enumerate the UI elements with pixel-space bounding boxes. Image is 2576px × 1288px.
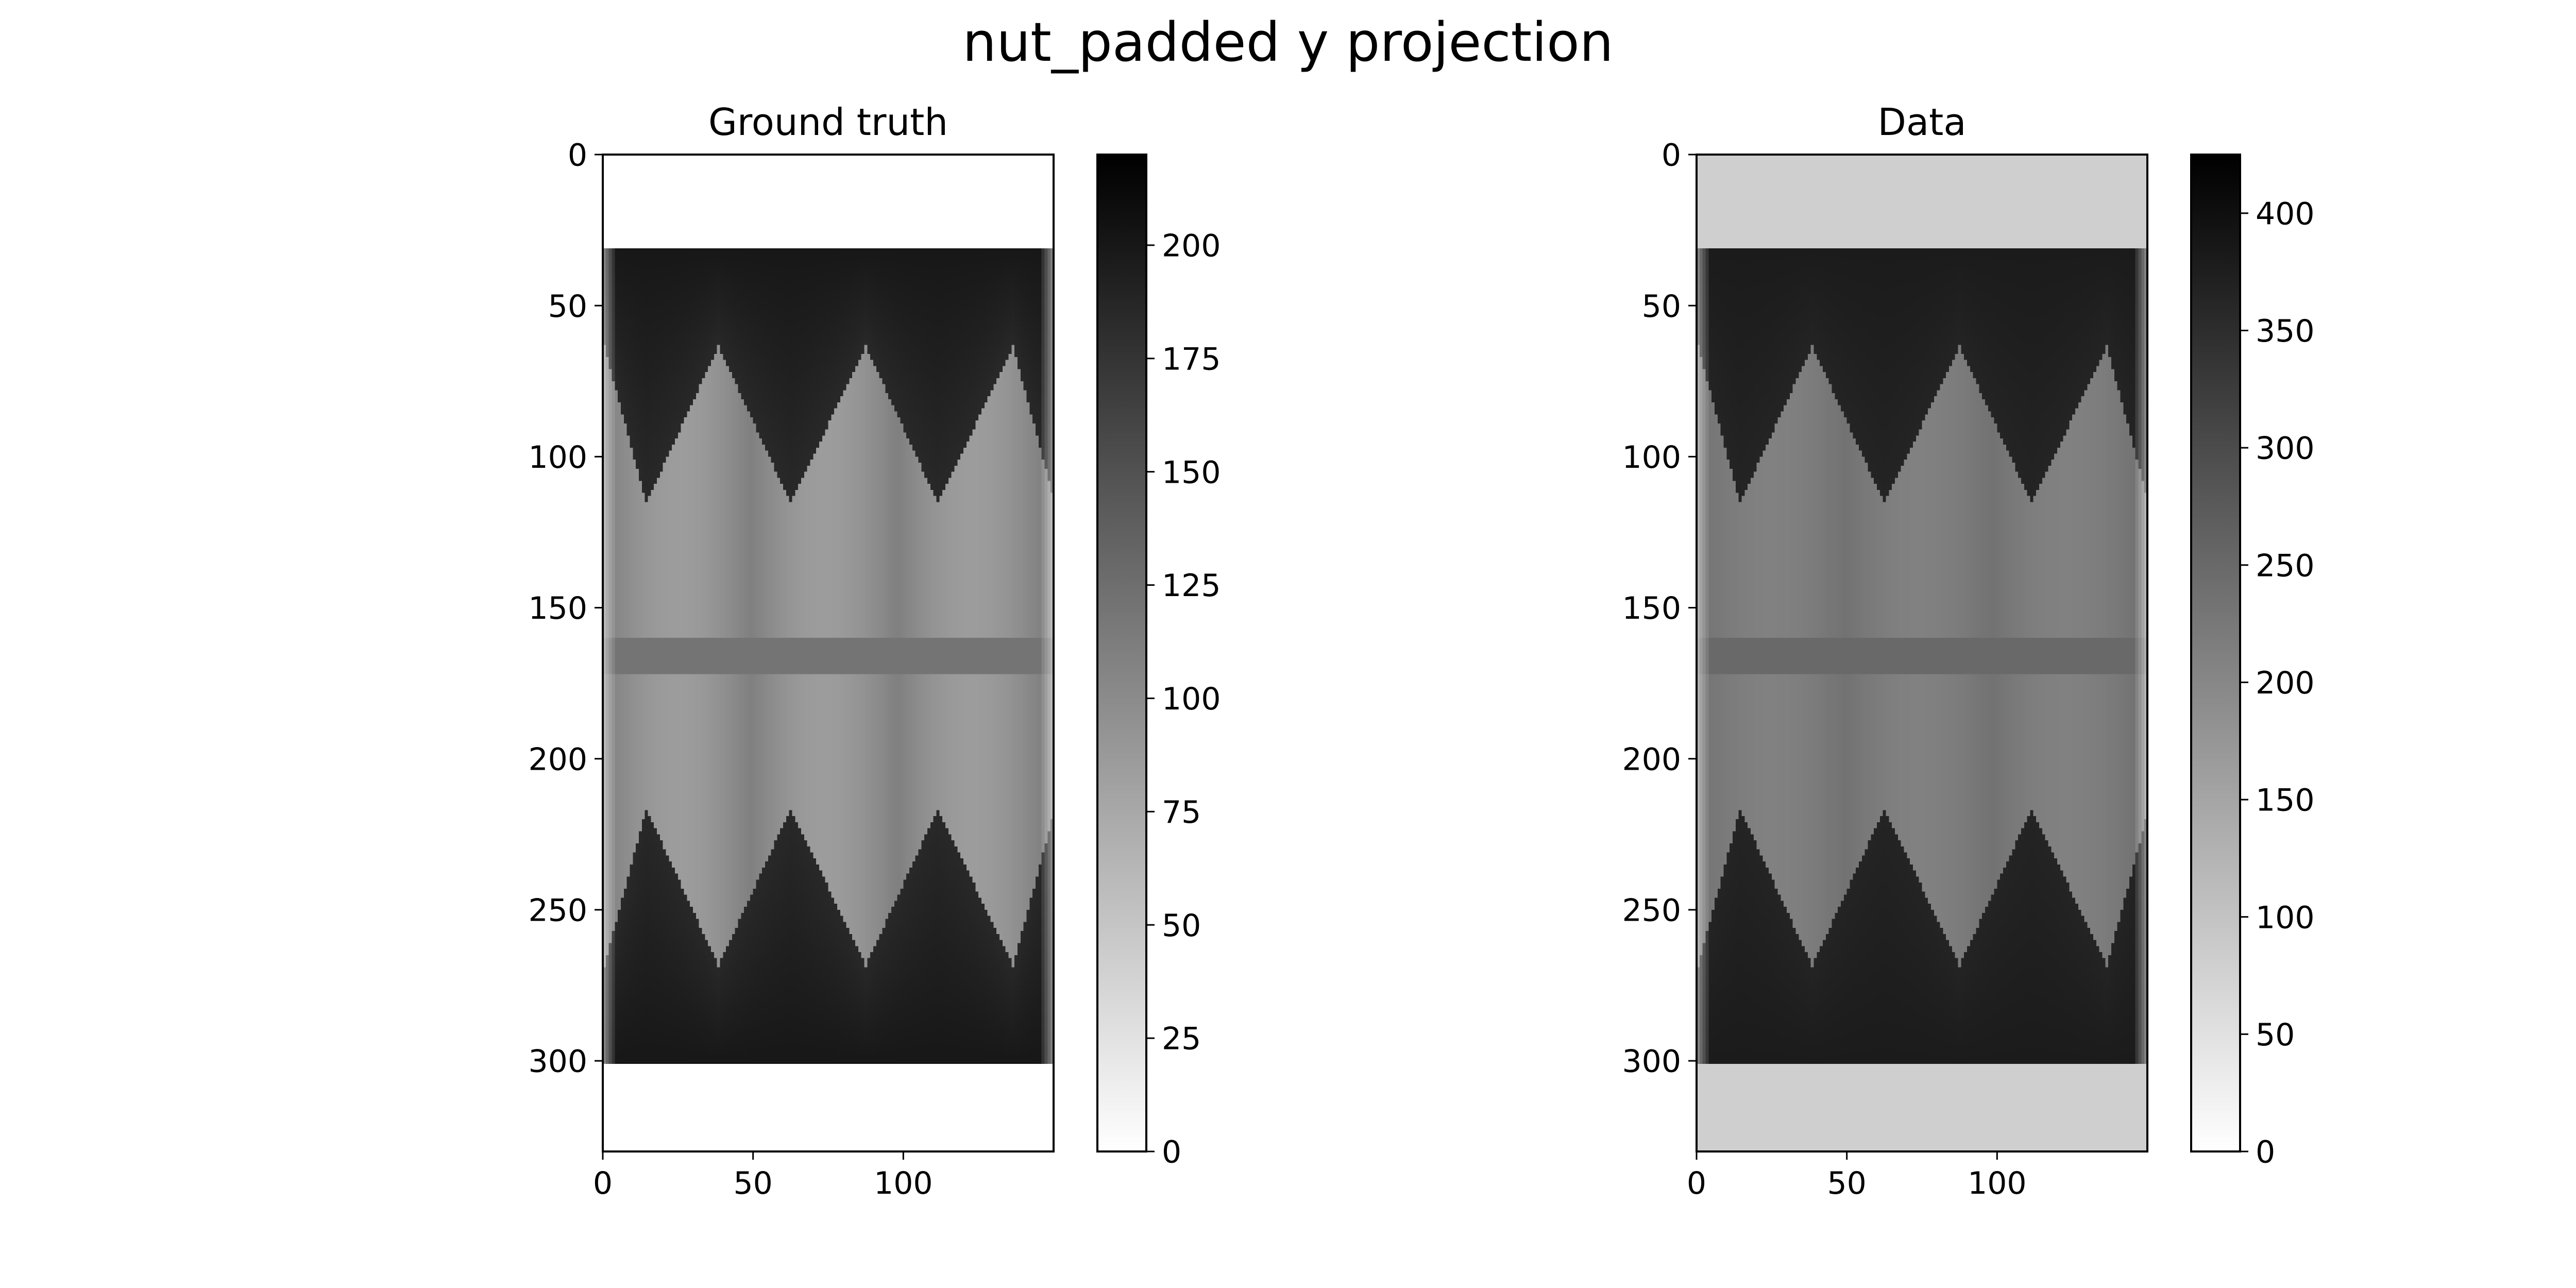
colorbar-tick-label: 400 (2256, 196, 2315, 232)
y-tick-label: 0 (1662, 138, 1681, 174)
x-tick-label: 50 (733, 1165, 772, 1201)
colorbar-tick-label: 75 (1162, 794, 1201, 831)
y-tick-label: 250 (1622, 893, 1681, 929)
x-tick-label: 50 (1827, 1165, 1866, 1201)
y-tick-label: 0 (568, 138, 587, 174)
y-tick-label: 300 (528, 1044, 587, 1080)
colorbar-tick-label: 50 (1162, 908, 1201, 944)
y-tick-label: 100 (528, 439, 587, 476)
y-tick-label: 200 (1622, 741, 1681, 777)
colorbar-tick-label: 150 (2256, 783, 2315, 819)
panel-1: Ground truth 0 50 100 0 50 100 150 200 250 300 0 25 5… (528, 100, 1221, 1201)
y-tick-label: 150 (528, 590, 587, 626)
x-tick-label: 0 (593, 1165, 613, 1201)
panel-2: Data 0 50 100 0 50 100 150 200 250 300 0 50 100 150 200… (1622, 100, 2314, 1201)
heatmap-image (603, 155, 1054, 1151)
panels: Ground truth 0 50 100 0 50 100 150 200 250 300 0 25 5… (528, 100, 2314, 1201)
colorbar-tick-label: 200 (2256, 665, 2315, 701)
colorbar-tick-label: 250 (2256, 548, 2315, 584)
colorbar-tick-label: 200 (1162, 228, 1221, 264)
x-tick-label: 100 (1968, 1165, 2027, 1201)
colorbar-tick-label: 300 (2256, 431, 2315, 467)
y-tick-label: 200 (528, 741, 587, 777)
colorbar-tick-label: 100 (1162, 681, 1221, 717)
y-tick-label: 50 (1642, 289, 1681, 325)
colorbar-tick-label: 50 (2256, 1017, 2295, 1053)
figure-suptitle: nut_padded y projection (962, 11, 1613, 74)
y-tick-label: 300 (1622, 1044, 1681, 1080)
axes-frame (1696, 154, 2148, 1153)
panel-title: Data (1878, 100, 1967, 144)
colorbar (1097, 155, 1146, 1151)
colorbar-tick-label: 125 (1162, 568, 1221, 604)
y-tick-label: 100 (1622, 439, 1681, 476)
y-tick-label: 150 (1622, 590, 1681, 626)
colorbar-frame (2190, 154, 2241, 1153)
colorbar-tick-label: 25 (1162, 1021, 1201, 1057)
y-tick-label: 50 (548, 289, 587, 325)
colorbar-tick-label: 150 (1162, 454, 1221, 490)
heatmap-image (1697, 155, 2147, 1151)
x-tick-label: 0 (1687, 1165, 1706, 1201)
axes-frame (602, 154, 1055, 1153)
colorbar-tick-label: 100 (2256, 900, 2315, 936)
y-tick-label: 250 (528, 893, 587, 929)
colorbar-tick-label: 350 (2256, 313, 2315, 349)
colorbar-tick-label: 0 (1162, 1134, 1181, 1171)
panel-title: Ground truth (708, 100, 948, 144)
colorbar-tick-label: 175 (1162, 341, 1221, 377)
x-tick-label: 100 (874, 1165, 933, 1201)
colorbar-frame (1096, 154, 1147, 1153)
colorbar (2191, 155, 2240, 1151)
colorbar-tick-label: 0 (2256, 1134, 2275, 1171)
